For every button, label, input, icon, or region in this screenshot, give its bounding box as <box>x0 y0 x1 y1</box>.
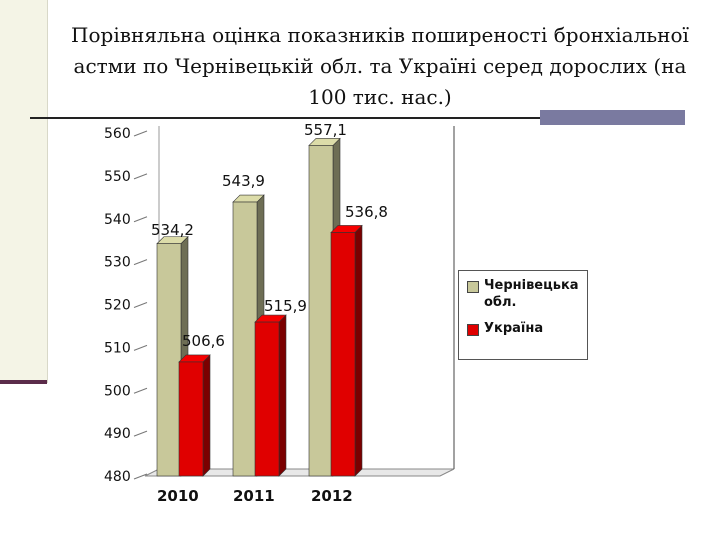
y-tick-mark <box>133 130 148 137</box>
y-tick-mark <box>133 473 148 480</box>
left-decor-strip <box>0 0 48 383</box>
title-rule-accent <box>540 110 685 125</box>
x-category-label: 2011 <box>233 487 275 505</box>
x-category-label: 2010 <box>157 487 199 505</box>
y-tick-mark <box>133 387 148 394</box>
bar-side <box>202 354 211 477</box>
bar-side <box>278 314 287 477</box>
y-tick-label: 480 <box>104 469 131 485</box>
x-category-label: 2012 <box>311 487 353 505</box>
bar <box>254 321 280 477</box>
legend: Чернівецька обл. Україна <box>458 270 588 360</box>
y-tick-label: 490 <box>104 426 131 442</box>
legend-swatch-ukraine <box>467 324 479 336</box>
slide-title: Порівняльна оцінка показників поширеност… <box>71 23 689 109</box>
y-tick-label: 530 <box>104 255 131 271</box>
y-tick-mark <box>133 173 148 180</box>
data-label: 515,9 <box>264 297 307 315</box>
y-tick-label: 550 <box>104 169 131 185</box>
data-label: 543,9 <box>222 172 265 190</box>
data-label: 534,2 <box>151 221 194 239</box>
data-label: 506,6 <box>182 332 225 350</box>
y-tick-label: 520 <box>104 298 131 314</box>
legend-swatch-chernivtsi <box>467 281 479 293</box>
y-tick-mark <box>133 302 148 308</box>
legend-item-chernivtsi: Чернівецька обл. <box>467 277 589 311</box>
y-tick-mark <box>133 430 148 437</box>
data-label: 536,8 <box>345 203 388 221</box>
bar <box>156 243 182 477</box>
legend-label-ukraine: Україна <box>484 321 544 336</box>
legend-item-ukraine: Україна <box>467 320 589 337</box>
y-tick-label: 540 <box>104 212 131 228</box>
y-tick-mark <box>133 216 148 223</box>
y-tick-mark <box>133 259 148 266</box>
data-label: 557,1 <box>304 121 347 139</box>
y-tick-label: 560 <box>104 126 131 142</box>
y-tick-mark <box>133 344 148 351</box>
y-tick-label: 500 <box>104 383 131 399</box>
bar-side <box>354 224 363 477</box>
y-tick-label: 510 <box>104 340 131 356</box>
title-rule <box>30 117 540 119</box>
bar <box>178 361 204 477</box>
bar <box>232 201 258 477</box>
legend-label-chernivtsi: Чернівецька обл. <box>484 278 579 310</box>
left-decor-accent <box>0 380 47 384</box>
bar <box>330 232 356 477</box>
bar <box>308 145 334 477</box>
